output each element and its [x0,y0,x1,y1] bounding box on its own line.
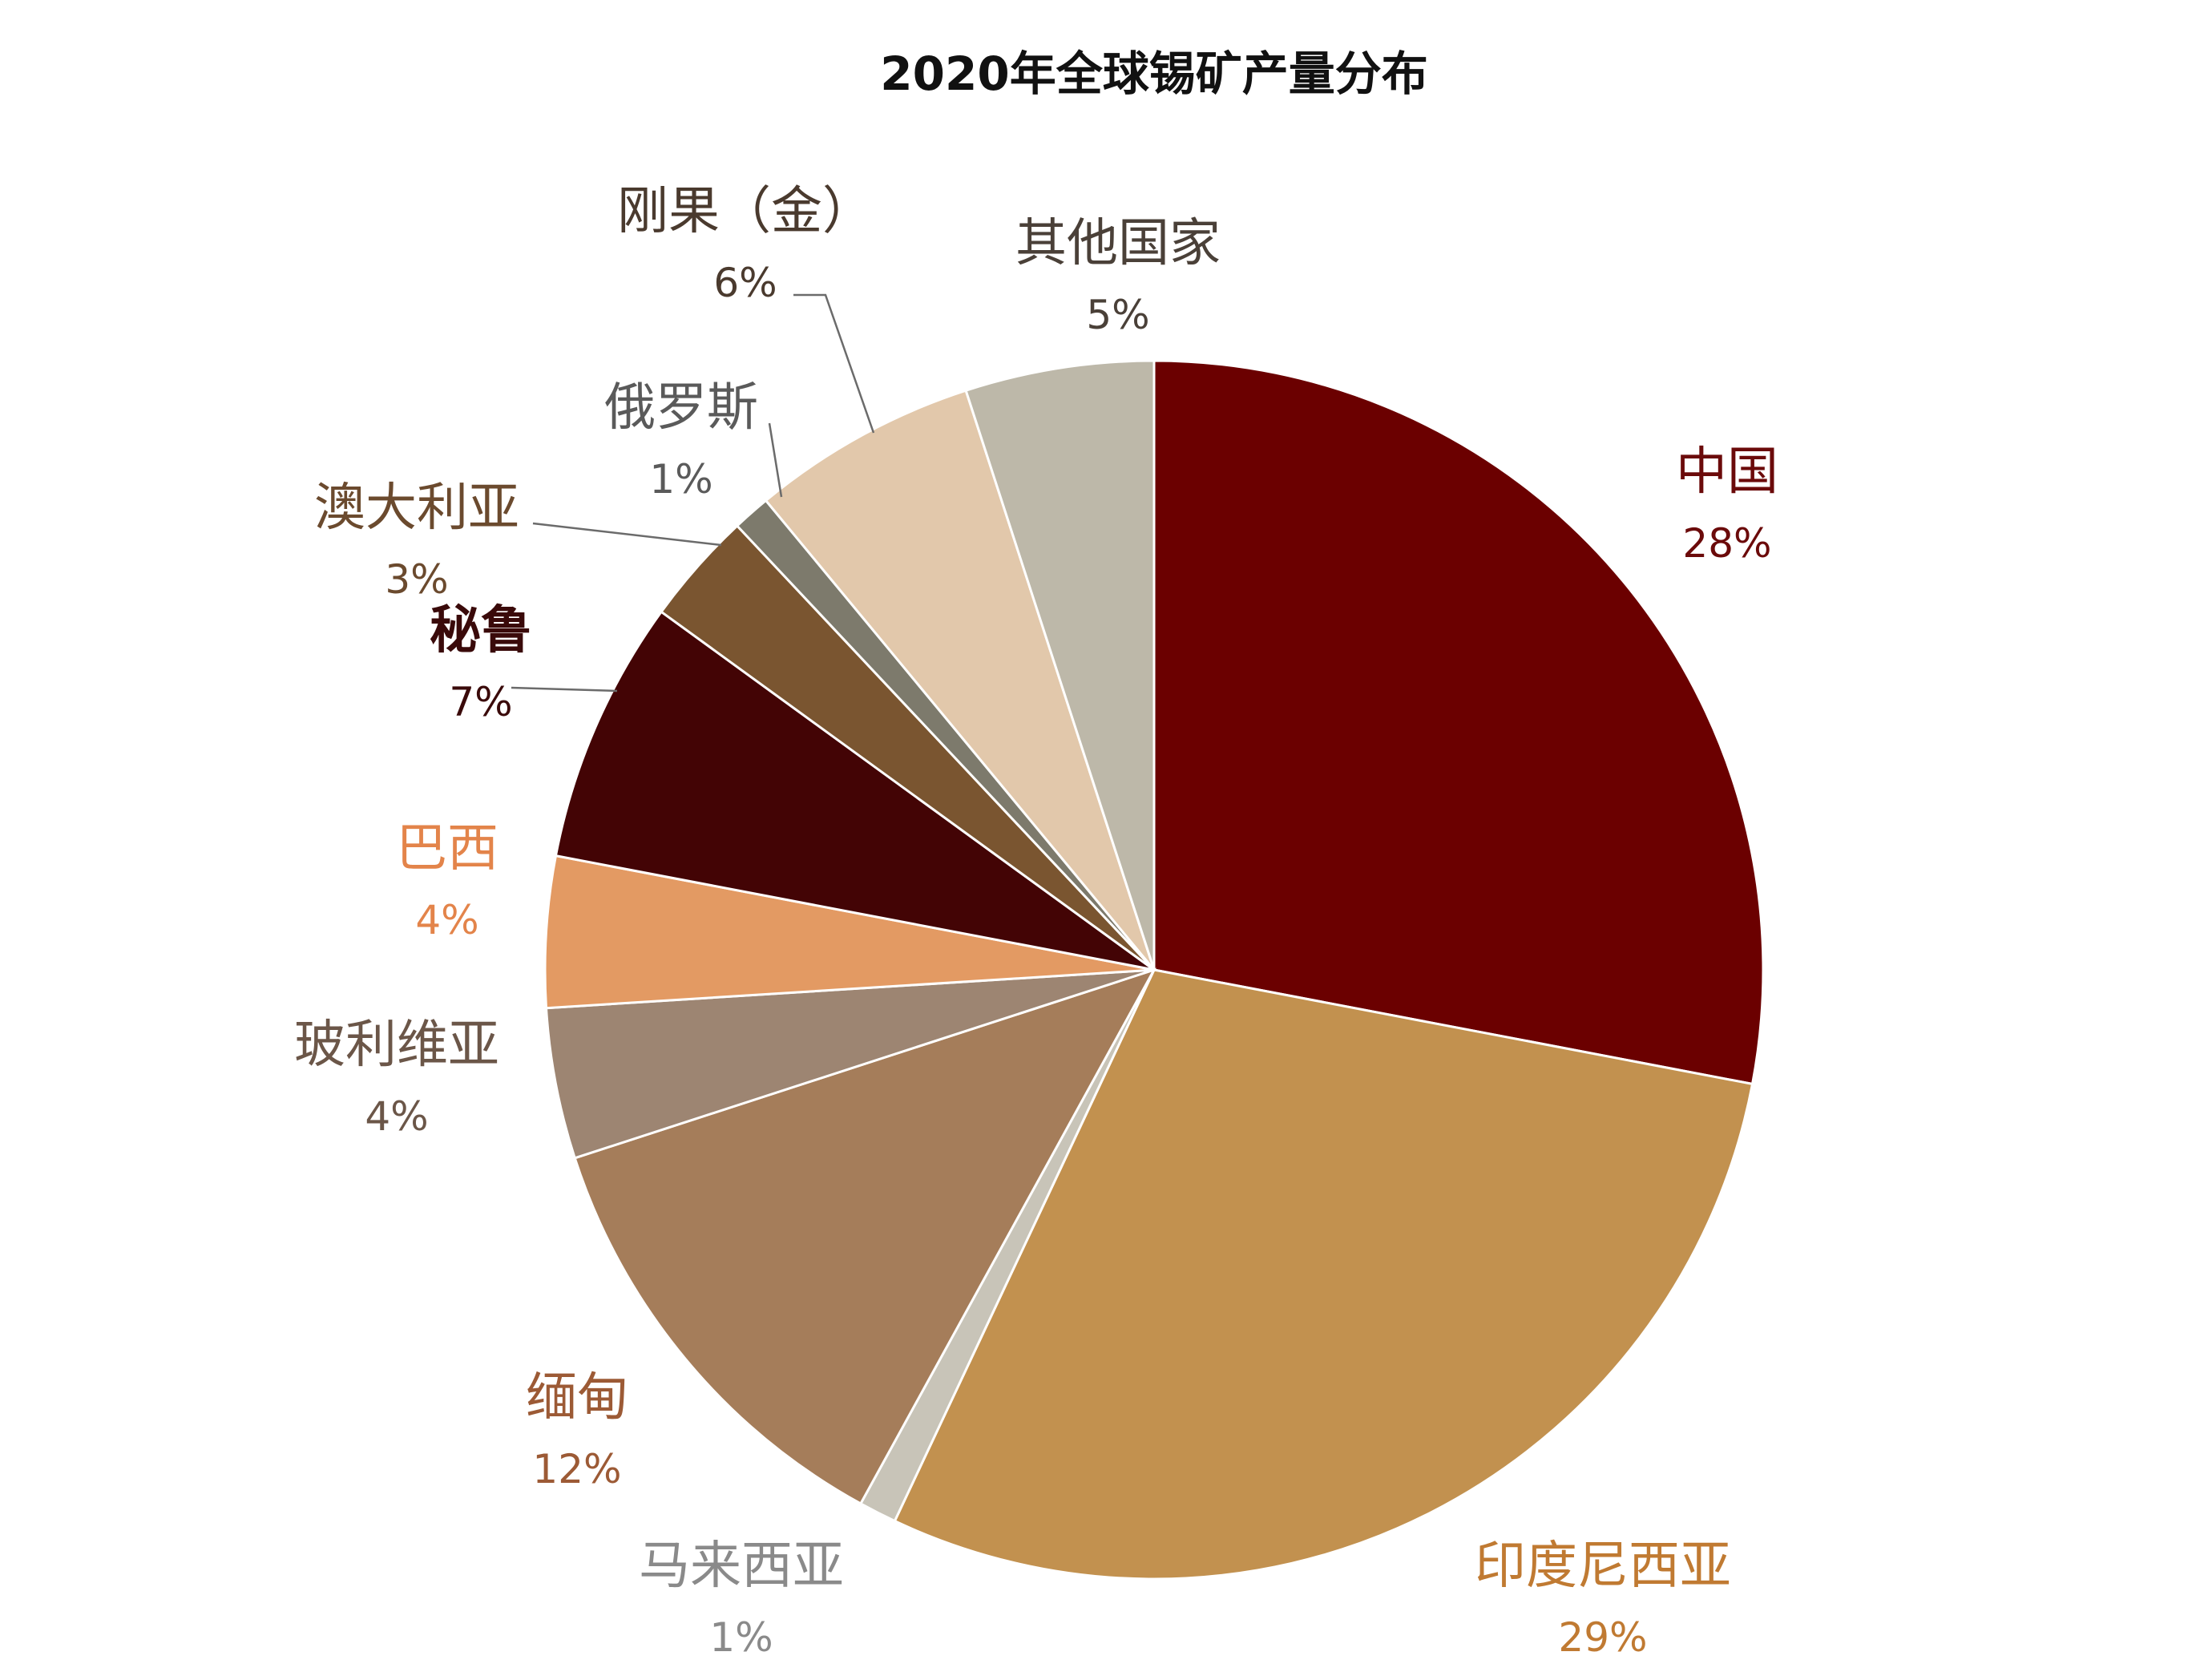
slice-label-5: 玻利维亚 [294,1016,499,1075]
slice-label-8: 澳大利亚 [314,479,519,538]
pie-slice-11 [964,359,1156,971]
slice-value-label-1: 28% [1682,520,1771,567]
slice-label-2: 印度尼西亚 [1475,1537,1731,1596]
slice-value-label-6: 4% [415,897,478,943]
leader-line-9 [768,422,783,498]
slice-value-label-9: 1% [649,456,712,503]
leader-line-7 [511,686,618,693]
slice-label-6: 巴西 [396,819,499,878]
leader-lines [511,293,875,693]
slice-value-label-2: 29% [1558,1614,1647,1661]
slice-label-3: 马来西亚 [639,1537,844,1596]
slice-value-label-3: 1% [709,1614,773,1661]
pie-slice-10 [764,389,1156,971]
pie-slice-5 [544,968,1155,1160]
leader-line-8 [532,522,722,547]
slice-value-label-7: 7% [449,679,512,725]
slice-value-label-11: 5% [1086,292,1149,338]
slice-label-7: 秘鲁 [430,601,532,660]
slice-value-label-5: 4% [365,1093,428,1140]
pie-slice-1 [1152,359,1765,1086]
pie-slice-4 [573,967,1157,1506]
pie-slice-6 [543,854,1155,1010]
slice-label-9: 俄罗斯 [604,378,758,438]
slice-value-label-10: 6% [713,260,777,306]
pie-slice-2 [893,968,1754,1581]
slice-value-label-8: 3% [385,556,448,603]
slice-label-4: 缅甸 [526,1368,628,1428]
pie-slice-7 [554,610,1155,971]
slice-label-1: 中国 [1676,442,1778,502]
slice-label-10: 刚果（金） [617,182,874,241]
chart-title: 2020年全球锡矿产量分布 [880,46,1427,101]
slice-labels: 中国 28% 印度尼西亚 29% 马来西亚 1% 缅甸 12% 玻利维亚 4% 巴西 4% 秘鲁 7% 澳大… [294,182,1778,1661]
leader-line-10 [793,293,875,434]
slice-label-11: 其他国家 [1015,214,1221,273]
slice-value-label-4: 12% [532,1446,621,1492]
pie-slices [543,359,1765,1581]
